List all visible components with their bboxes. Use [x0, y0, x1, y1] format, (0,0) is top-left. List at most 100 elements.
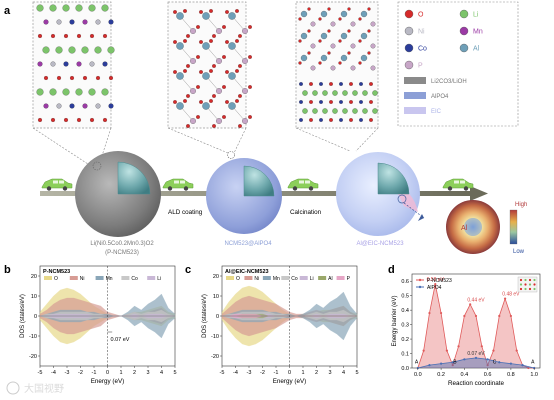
o-atom — [63, 117, 69, 123]
label-p2: NCM523@AlPO4 — [224, 241, 272, 247]
crystal-box-1 — [32, 1, 115, 129]
x-tick-label: 5 — [355, 370, 358, 376]
legend-label-li: Li — [310, 276, 314, 282]
bulk-atom — [372, 90, 378, 96]
car-icon — [162, 178, 194, 191]
bulk-atom — [342, 90, 348, 96]
o-atom — [209, 9, 213, 13]
o-atom — [183, 39, 187, 43]
li-atom — [36, 4, 44, 12]
y-tick-label: 0 — [34, 314, 37, 320]
barrier-point — [457, 345, 460, 348]
barrier-area-0 — [417, 284, 535, 368]
site-label: C — [493, 360, 497, 366]
panel-c-label: c — [185, 264, 191, 276]
al-atom — [300, 32, 308, 40]
al-distribution-inset: Al — [446, 200, 500, 254]
legend-co-swatch — [404, 43, 414, 53]
barrier-point — [428, 364, 431, 367]
legend-label-ni: Ni — [80, 276, 85, 282]
barrier-point — [527, 366, 530, 370]
o-atom — [298, 39, 302, 43]
al-atom — [176, 42, 184, 50]
barrier-point — [463, 358, 466, 361]
barrier-point — [463, 314, 466, 318]
barrier-point — [474, 314, 478, 318]
bulk-atom — [369, 100, 373, 104]
legend-label-ni: Ni — [254, 276, 259, 282]
o-atom — [238, 124, 242, 128]
o-atom — [173, 10, 177, 14]
bulk-atom — [352, 108, 358, 114]
bulk-atom — [332, 108, 338, 114]
structure-thumbnail — [517, 276, 538, 293]
bulk-atom — [342, 108, 348, 114]
p-atom — [242, 58, 248, 64]
bulk-atom — [299, 118, 303, 122]
o-atom — [212, 34, 216, 38]
o-atom — [199, 10, 203, 14]
barrier-label: 0.48 eV — [502, 292, 520, 298]
y-axis-label: DOS (states/eV) — [202, 294, 208, 338]
al-atom — [340, 10, 348, 18]
barrier-point — [474, 356, 478, 359]
tm-atom — [56, 103, 62, 109]
al-atom — [176, 12, 184, 20]
o-atom — [338, 39, 342, 43]
p-atom — [330, 65, 336, 71]
li-atom — [101, 4, 109, 12]
legend-o-swatch — [404, 9, 414, 19]
o-atom — [82, 75, 88, 81]
p-atom — [310, 65, 316, 71]
o-atom — [307, 29, 311, 33]
energy-barrier-chart: 0.58 eV 0.44 eV 0.48 eV 0.07 eV A B C A 0.0 0.2 0.… — [392, 273, 541, 387]
o-atom — [238, 34, 242, 38]
legend-swatch-al — [318, 276, 327, 280]
barrier-label: 0.44 eV — [467, 297, 485, 303]
bulk-atom — [312, 90, 318, 96]
x-tick-label: 1 — [119, 370, 122, 376]
o-atom — [222, 55, 226, 59]
barrier-label: 0.58 eV — [427, 277, 445, 283]
al-atom — [228, 102, 236, 110]
particle-p-ncm523 — [75, 151, 161, 237]
y-tick-label: 20 — [213, 274, 219, 280]
x-tick-label: 0.8 — [507, 372, 515, 378]
o-atom — [173, 70, 177, 74]
colorbar-low: Low — [513, 249, 525, 255]
o-atom — [225, 40, 229, 44]
site-label: A — [531, 360, 535, 366]
legend-p-swatch — [404, 60, 414, 70]
o-atom — [199, 40, 203, 44]
bulk-atom — [362, 108, 368, 114]
y-tick-label: 0 — [216, 314, 219, 320]
p-atom — [216, 28, 222, 34]
p-atom — [216, 118, 222, 124]
o-atom — [347, 29, 351, 33]
o-atom — [235, 9, 239, 13]
al-atom — [176, 72, 184, 80]
bulk-atom — [329, 100, 333, 104]
x-tick-label: 4 — [160, 370, 163, 376]
tm-atom — [69, 19, 75, 25]
o-atom — [173, 40, 177, 44]
label-p1-line2: (P-NCM523) — [105, 250, 139, 256]
o-atom — [186, 34, 190, 38]
x-tick-label: 4 — [342, 370, 345, 376]
bulk-atom — [319, 82, 323, 86]
car-icon — [442, 178, 474, 191]
p-atom — [216, 58, 222, 64]
tm-atom — [108, 103, 114, 109]
tm-atom — [82, 19, 88, 25]
o-atom — [347, 51, 351, 55]
li-atom — [107, 46, 115, 54]
x-tick-label: -1 — [274, 370, 279, 376]
y-tick-label: 0.2 — [401, 337, 409, 343]
chart-title: P-NCM523 — [43, 269, 70, 275]
o-atom — [196, 115, 200, 119]
site-label: A — [415, 360, 419, 366]
o-atom — [186, 64, 190, 68]
o-atom — [199, 70, 203, 74]
legend-li-swatch — [459, 9, 469, 19]
particle-al-eic-ncm523 — [336, 152, 425, 236]
